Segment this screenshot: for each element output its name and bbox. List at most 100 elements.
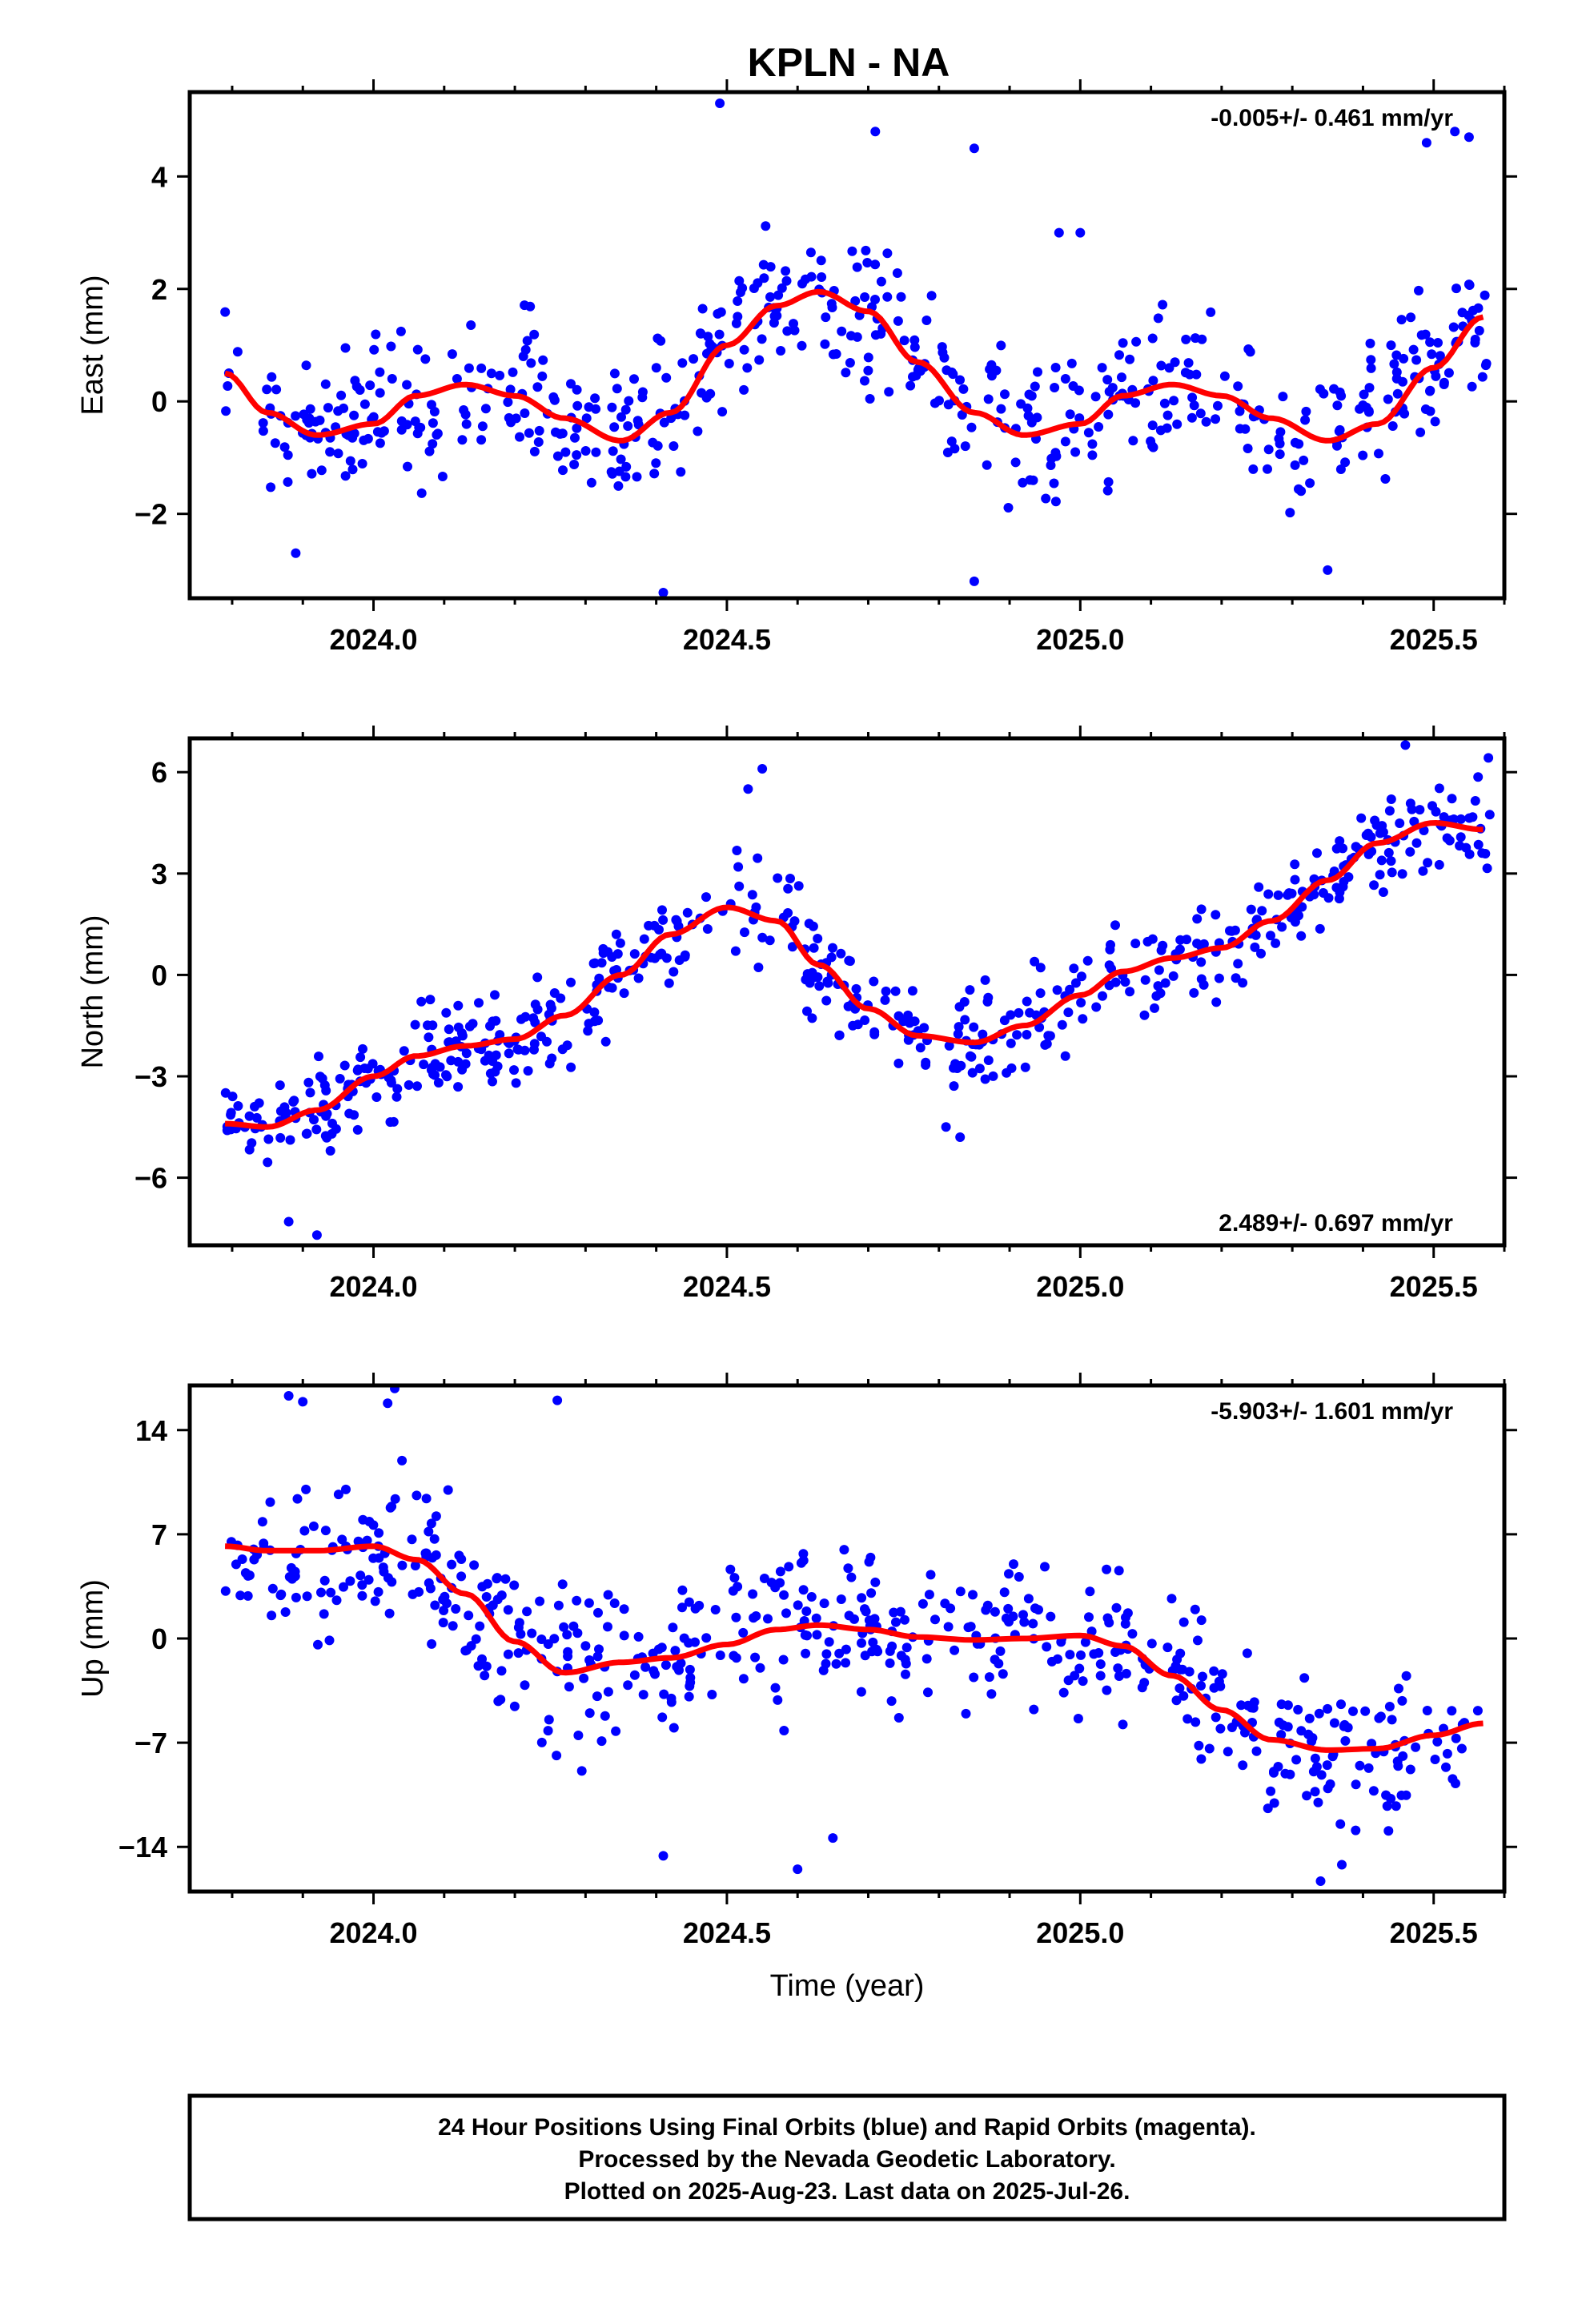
- data-point: [1023, 411, 1034, 421]
- data-point: [1065, 1650, 1075, 1660]
- data-point: [658, 588, 669, 597]
- data-point: [1335, 464, 1346, 474]
- data-point: [244, 1111, 255, 1121]
- data-point: [784, 1562, 794, 1572]
- data-point: [589, 1007, 600, 1017]
- data-point: [592, 1651, 603, 1662]
- data-point: [509, 1065, 519, 1076]
- data-point: [1217, 1669, 1227, 1679]
- data-point: [1034, 1022, 1045, 1032]
- data-point: [321, 1085, 331, 1096]
- data-point: [412, 1081, 422, 1092]
- data-point: [905, 380, 916, 391]
- data-point: [763, 1614, 773, 1624]
- data-point: [1004, 1569, 1014, 1579]
- data-point: [890, 986, 901, 996]
- data-point: [1184, 1667, 1195, 1677]
- data-point: [1473, 772, 1484, 782]
- data-point: [573, 1731, 584, 1740]
- data-point: [386, 341, 396, 352]
- data-point: [1335, 1819, 1346, 1829]
- y-tick-label: 0: [151, 385, 167, 418]
- data-point: [404, 1080, 414, 1090]
- data-point: [244, 1144, 255, 1155]
- y-tick-label: 0: [151, 1622, 167, 1655]
- data-point: [1114, 1566, 1124, 1576]
- data-point: [414, 1586, 424, 1597]
- data-point: [911, 371, 921, 380]
- data-point: [529, 446, 540, 456]
- data-point: [1351, 1825, 1361, 1835]
- data-point: [1384, 806, 1395, 816]
- data-point: [901, 1669, 910, 1679]
- data-point: [1401, 1671, 1411, 1681]
- data-point: [901, 1659, 911, 1669]
- data-point: [386, 1076, 396, 1085]
- data-point: [270, 438, 280, 448]
- data-point: [1042, 1039, 1052, 1049]
- data-point: [761, 221, 771, 231]
- data-point: [1074, 1663, 1085, 1674]
- data-point: [869, 976, 879, 987]
- data-point: [753, 963, 764, 972]
- data-point: [738, 1627, 749, 1638]
- data-point: [594, 1644, 604, 1655]
- data-point: [430, 1600, 440, 1610]
- data-point: [496, 1695, 506, 1705]
- data-point: [303, 1077, 314, 1088]
- data-point: [1068, 381, 1078, 391]
- data-point: [609, 1598, 620, 1608]
- data-point: [690, 1637, 700, 1647]
- x-tick-label: 2024.5: [683, 1270, 771, 1303]
- data-point: [227, 1092, 238, 1102]
- data-points: [220, 1385, 1483, 1886]
- data-point: [357, 459, 367, 468]
- data-point: [520, 300, 530, 311]
- data-point: [1146, 1638, 1157, 1649]
- data-point: [1214, 1676, 1224, 1687]
- data-point: [1299, 455, 1309, 465]
- data-point: [340, 471, 351, 481]
- data-point: [421, 1494, 432, 1504]
- data-point: [1431, 371, 1441, 381]
- data-point: [1020, 1062, 1030, 1072]
- data-point: [1335, 836, 1345, 846]
- x-tick-label: 2025.5: [1390, 623, 1478, 656]
- data-point: [1102, 485, 1113, 496]
- data-point: [532, 972, 543, 983]
- data-point: [789, 916, 800, 927]
- data-point: [801, 975, 811, 985]
- data-point: [1000, 389, 1010, 400]
- data-point: [476, 435, 487, 445]
- data-point: [1174, 1683, 1185, 1694]
- data-point: [739, 344, 749, 355]
- x-tick-label: 2025.0: [1036, 1270, 1124, 1303]
- data-point: [388, 1116, 399, 1127]
- data-point: [367, 1059, 378, 1069]
- data-point: [1361, 830, 1371, 840]
- data-point: [701, 892, 711, 903]
- data-point: [1250, 942, 1260, 952]
- data-point: [1201, 416, 1211, 427]
- data-point: [633, 973, 644, 983]
- data-point: [237, 1554, 247, 1564]
- data-point: [1052, 985, 1062, 995]
- data-point: [428, 1553, 437, 1563]
- data-point: [1248, 464, 1259, 474]
- data-point: [1451, 1733, 1461, 1743]
- data-point: [345, 456, 355, 466]
- data-point: [736, 287, 745, 297]
- data-point: [1299, 1673, 1310, 1683]
- data-point: [283, 450, 293, 460]
- data-point: [516, 1629, 526, 1639]
- data-point: [488, 1076, 497, 1087]
- data-point: [243, 1590, 253, 1601]
- data-point: [267, 372, 277, 382]
- data-point: [612, 384, 622, 394]
- y-tick-label: 3: [151, 858, 167, 891]
- data-point: [1065, 984, 1075, 995]
- data-point: [292, 1494, 303, 1504]
- data-point: [556, 993, 566, 1003]
- data-point: [275, 1106, 286, 1116]
- panel-2: 2024.0 2024.5 2025.0 2025.5 6 3 0 −3 −6 North (mm…: [76, 726, 1517, 1303]
